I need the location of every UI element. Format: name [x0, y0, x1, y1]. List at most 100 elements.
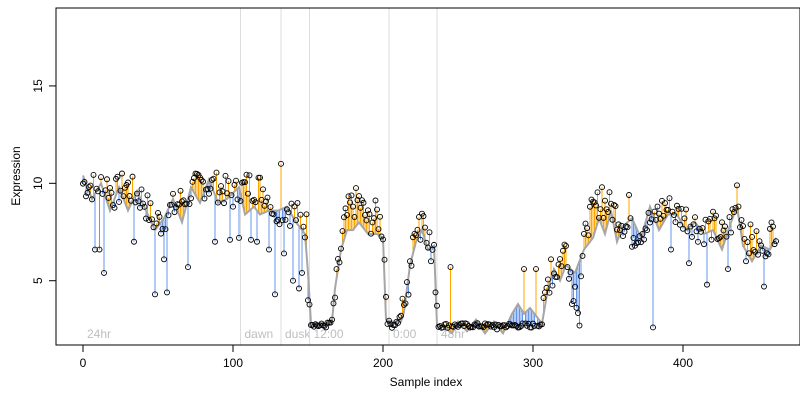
data-point	[725, 266, 731, 272]
data-point	[125, 179, 131, 186]
data-point	[747, 221, 754, 228]
data-point	[248, 236, 254, 243]
data-point	[230, 203, 236, 210]
data-point	[140, 200, 146, 207]
data-point	[579, 252, 586, 259]
data-point	[746, 250, 752, 257]
data-point	[575, 310, 581, 316]
data-point	[729, 206, 736, 213]
data-point	[116, 199, 122, 205]
data-point	[761, 283, 767, 290]
data-point	[710, 208, 716, 215]
data-point	[360, 199, 367, 206]
data-point	[551, 270, 557, 277]
data-point	[105, 194, 112, 201]
data-point	[201, 195, 208, 202]
data-point	[206, 190, 212, 197]
data-point	[650, 324, 656, 331]
data-point	[294, 200, 301, 206]
data-point	[611, 201, 617, 208]
data-point	[648, 216, 655, 223]
x-tick-label: 400	[673, 356, 693, 370]
data-point	[233, 177, 239, 184]
data-point	[156, 213, 163, 220]
data-point	[404, 279, 410, 286]
data-point	[548, 256, 554, 263]
data-point	[593, 202, 599, 209]
data-point	[291, 203, 298, 210]
data-point	[585, 232, 592, 239]
data-point	[378, 233, 385, 240]
data-point	[743, 258, 749, 265]
y-tick-label: 10	[31, 176, 45, 190]
data-point	[639, 231, 646, 237]
data-point	[602, 197, 608, 204]
data-point	[284, 206, 290, 213]
data-point	[270, 211, 277, 218]
data-point	[150, 224, 157, 231]
data-point	[525, 320, 532, 327]
data-point	[83, 193, 89, 200]
data-point	[252, 199, 259, 206]
data-point	[228, 192, 235, 199]
data-point	[560, 247, 566, 254]
data-point	[605, 209, 611, 215]
data-point	[212, 238, 218, 245]
data-point	[546, 289, 553, 296]
x-tick-label: 0	[80, 356, 87, 370]
data-point	[413, 232, 419, 239]
data-point	[689, 233, 695, 240]
data-point	[120, 193, 127, 200]
segment-label: dusk	[285, 327, 311, 341]
data-point	[531, 323, 538, 329]
data-point	[596, 214, 602, 221]
data-point	[327, 319, 334, 326]
data-point	[147, 200, 154, 207]
data-point	[408, 262, 415, 269]
data-point	[716, 235, 722, 242]
data-point	[303, 211, 310, 218]
data-point	[635, 239, 641, 246]
data-point	[339, 228, 346, 235]
data-point	[321, 322, 328, 329]
data-point	[95, 188, 101, 195]
data-point	[722, 223, 728, 230]
data-point	[81, 178, 88, 185]
data-point	[701, 241, 707, 248]
fitted-curve	[82, 175, 777, 336]
data-point	[347, 199, 353, 206]
data-point	[293, 217, 299, 224]
segment-label: 12:00	[314, 327, 344, 341]
data-point	[684, 228, 691, 235]
data-point	[266, 246, 272, 253]
data-point	[108, 189, 115, 196]
data-point	[185, 264, 191, 271]
data-point	[351, 214, 358, 220]
data-point	[668, 246, 674, 253]
data-point	[132, 199, 139, 206]
data-point	[273, 218, 280, 225]
data-point	[675, 206, 682, 212]
data-point	[119, 170, 125, 177]
data-point	[578, 273, 584, 280]
data-point	[134, 190, 140, 197]
data-point	[686, 260, 692, 267]
data-point	[129, 173, 136, 180]
data-point	[290, 277, 296, 284]
data-point	[335, 255, 341, 262]
data-point	[279, 217, 286, 224]
data-point	[695, 238, 701, 245]
data-point	[647, 219, 653, 226]
data-point	[395, 319, 401, 326]
data-point	[170, 190, 176, 197]
data-point	[699, 225, 706, 231]
data-point	[629, 243, 635, 250]
data-point	[561, 241, 568, 248]
data-point	[168, 201, 175, 208]
data-point	[282, 216, 289, 223]
data-point	[434, 302, 440, 309]
x-tick-label: 100	[223, 356, 243, 370]
data-point	[414, 226, 421, 233]
observed-points	[80, 160, 779, 333]
data-point	[381, 256, 388, 263]
